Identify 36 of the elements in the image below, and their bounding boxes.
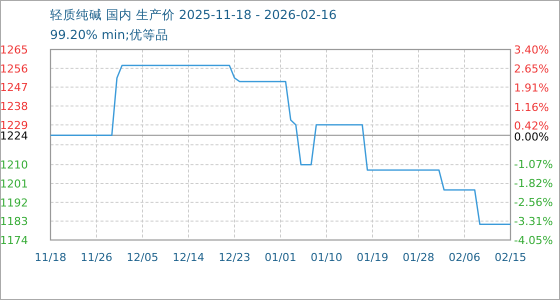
y-tick-label: 1192	[0, 196, 28, 210]
y-tick-label: 1247	[0, 81, 28, 94]
ref-line-label: 1224	[0, 129, 28, 142]
y-tick-label: 1256	[0, 62, 28, 76]
y-tick-label: 1265	[0, 44, 28, 56]
x-tick-label: 12/05	[126, 251, 158, 264]
y-tick-label: 1201	[0, 177, 28, 190]
y2-tick-label: 1.91%	[514, 82, 549, 95]
y2-tick-label: -3.31%	[514, 215, 553, 228]
y2-tick-label: 0.00%	[514, 130, 549, 144]
x-tick-label: 11/18	[34, 251, 66, 264]
y2-tick-label: 2.65%	[514, 62, 549, 76]
y2-tick-label: 0.42%	[514, 120, 549, 133]
y2-tick-label: -2.56%	[514, 196, 553, 209]
y2-tick-label: -1.07%	[514, 158, 553, 171]
x-tick-label: 02/15	[494, 251, 526, 264]
y-tick-label: 1229	[0, 118, 28, 132]
x-tick-label: 02/06	[448, 251, 480, 264]
y-tick-label: 1238	[0, 100, 28, 114]
y2-tick-label: 3.40%	[514, 44, 549, 56]
x-tick-label: 12/14	[172, 251, 204, 264]
x-tick-label: 01/01	[264, 251, 296, 264]
y2-tick-label: -1.82%	[514, 176, 553, 190]
y-tick-label: 1174	[0, 234, 28, 247]
y-tick-label: 1183	[0, 215, 28, 228]
chart-title: 轻质纯碱 国内 生产价 2025-11-18 - 2026-02-16	[50, 7, 337, 22]
x-tick-label: 01/19	[356, 251, 388, 264]
x-tick-label: 01/28	[402, 251, 434, 264]
x-tick-label: 11/26	[80, 251, 112, 264]
x-tick-label: 01/10	[310, 251, 342, 264]
x-tick-label: 12/23	[218, 251, 250, 264]
line-series	[50, 64, 512, 225]
chart-subtitle: 99.20% min;优等品	[50, 27, 168, 42]
y2-tick-label: -4.05%	[514, 234, 553, 247]
y2-tick-label: 1.16%	[514, 100, 549, 114]
y-tick-label: 1210	[0, 158, 28, 172]
